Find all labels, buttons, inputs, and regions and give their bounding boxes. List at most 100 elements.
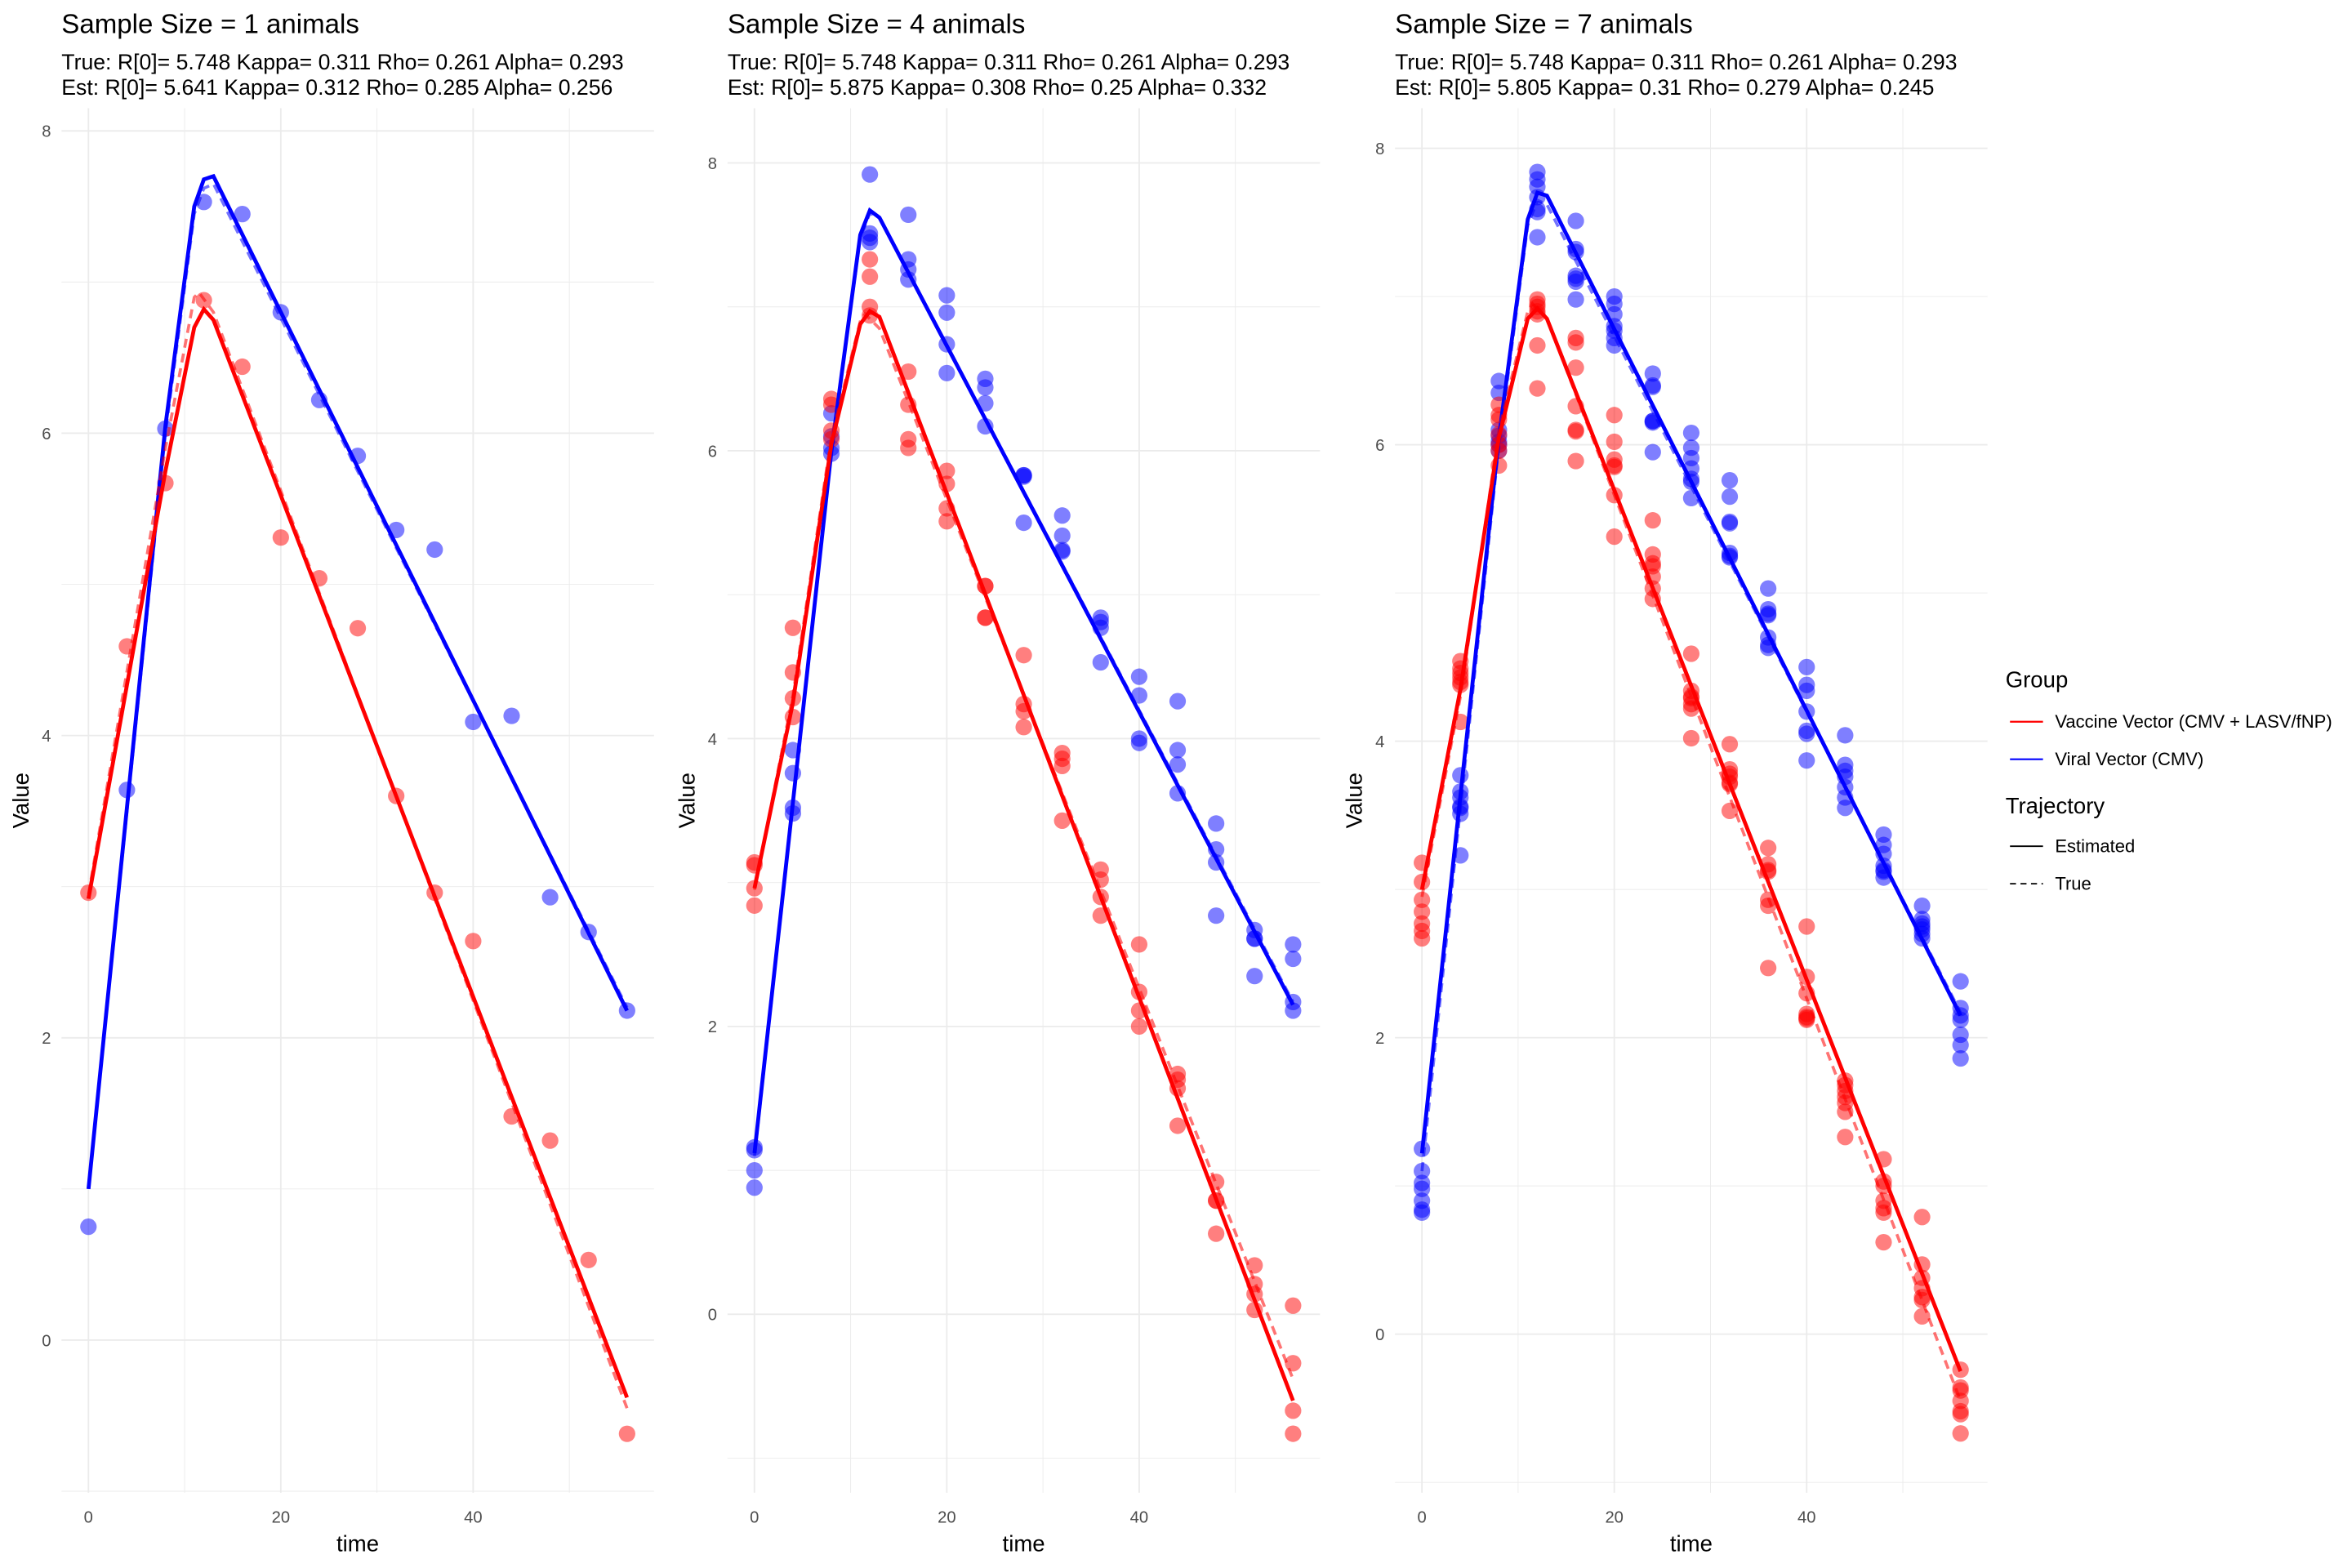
- data-point: [1414, 1204, 1431, 1221]
- data-point: [746, 1162, 763, 1179]
- true-trajectory-line: [753, 211, 1294, 1156]
- x-axis-label: time: [1670, 1530, 1713, 1556]
- data-point: [1130, 936, 1148, 953]
- x-tick-label: 0: [84, 1509, 93, 1527]
- data-point: [1285, 936, 1302, 953]
- legend-item-vaccine: Vaccine Vector (CMV + LASV/fNP): [2055, 711, 2332, 732]
- data-point: [1760, 607, 1777, 624]
- data-point: [1952, 1392, 1969, 1410]
- data-point: [1913, 1307, 1931, 1325]
- data-point: [1606, 528, 1623, 546]
- x-axis-label: time: [336, 1530, 379, 1556]
- data-point: [1837, 800, 1854, 817]
- data-point: [1798, 918, 1815, 935]
- panel-subtitle-est: Est: R[0]= 5.641 Kappa= 0.312 Rho= 0.285…: [61, 75, 612, 100]
- y-axis-label: Value: [1342, 773, 1367, 828]
- data-point: [1760, 580, 1777, 597]
- x-tick-label: 40: [1130, 1509, 1148, 1527]
- data-point: [1760, 840, 1777, 857]
- data-point: [234, 358, 251, 376]
- data-point: [465, 933, 482, 950]
- data-point: [1246, 1257, 1263, 1274]
- data-point: [80, 1218, 97, 1236]
- data-point: [938, 462, 956, 479]
- data-point: [862, 251, 879, 268]
- data-point: [1169, 1117, 1187, 1134]
- estimated-trajectory-line: [1419, 189, 1962, 1154]
- data-point: [1644, 512, 1661, 529]
- y-tick-label: 8: [708, 155, 717, 173]
- estimated-trajectory-line: [1419, 305, 1962, 1372]
- data-point: [1606, 433, 1623, 451]
- panel-subtitle-true: True: R[0]= 5.748 Kappa= 0.311 Rho= 0.26…: [61, 50, 623, 74]
- data-point: [1721, 802, 1739, 820]
- data-point: [746, 897, 763, 914]
- legend-item-true: True: [2055, 873, 2091, 893]
- data-point: [1913, 1209, 1931, 1226]
- y-tick-label: 6: [42, 425, 51, 443]
- x-axis-label: time: [1003, 1530, 1045, 1556]
- data-point: [1054, 527, 1071, 545]
- data-point: [1760, 960, 1777, 977]
- data-point: [1567, 273, 1584, 291]
- data-point: [1208, 815, 1225, 832]
- data-point: [1837, 727, 1854, 744]
- data-point: [1092, 653, 1109, 671]
- data-point: [1054, 812, 1071, 829]
- y-axis-label: Value: [674, 773, 699, 828]
- data-point: [1644, 378, 1661, 395]
- data-point: [1246, 968, 1263, 985]
- data-point: [618, 1425, 635, 1442]
- y-tick-label: 4: [42, 728, 51, 746]
- data-point: [1913, 1291, 1931, 1308]
- data-point: [1952, 1425, 1969, 1442]
- data-point: [503, 707, 520, 724]
- data-point: [1285, 1297, 1302, 1314]
- x-tick-label: 20: [1605, 1509, 1623, 1527]
- data-point: [1952, 973, 1969, 990]
- legend-trajectory-title: Trajectory: [2006, 793, 2105, 818]
- data-point: [1567, 212, 1584, 229]
- panel-1: 0 20 40 0 2 4 6 8 Sample Size = 1 animals True: R…: [8, 10, 654, 1556]
- data-point: [862, 234, 879, 251]
- panel-subtitle-est: Est: R[0]= 5.805 Kappa= 0.31 Rho= 0.279 …: [1395, 75, 1934, 100]
- data-point: [1875, 1234, 1892, 1251]
- y-tick-label: 0: [708, 1307, 717, 1325]
- y-tick-label: 4: [1375, 733, 1384, 751]
- data-point: [938, 513, 956, 530]
- panel-title: Sample Size = 4 animals: [728, 10, 1026, 40]
- y-tick-label: 2: [42, 1030, 51, 1048]
- data-point: [1169, 756, 1187, 773]
- data-point: [1567, 291, 1584, 308]
- data-point: [1952, 1011, 1969, 1028]
- data-point: [1130, 668, 1148, 685]
- data-point: [1285, 950, 1302, 968]
- data-point: [1169, 693, 1187, 710]
- legend-item-estimated: Estimated: [2055, 836, 2135, 857]
- data-point: [1414, 1180, 1431, 1197]
- data-point: [1606, 458, 1623, 475]
- data-point: [1529, 229, 1546, 246]
- data-point: [349, 620, 367, 637]
- x-tick-label: 0: [1418, 1509, 1427, 1527]
- data-point: [862, 268, 879, 285]
- data-point: [1721, 514, 1739, 532]
- data-point: [272, 529, 289, 546]
- data-point: [234, 206, 251, 223]
- data-point: [1054, 757, 1071, 775]
- y-tick-label: 6: [1375, 437, 1384, 455]
- data-point: [1567, 359, 1584, 376]
- x-tick-label: 40: [464, 1509, 482, 1527]
- panel-2: 0 20 40 0 2 4 6 8 Sample Size = 4 animals True: R…: [674, 10, 1321, 1556]
- x-tick-label: 20: [938, 1509, 956, 1527]
- y-tick-label: 8: [42, 123, 51, 141]
- data-point: [1130, 734, 1148, 751]
- data-point: [1054, 507, 1071, 524]
- data-point: [1606, 407, 1623, 424]
- data-point: [1798, 725, 1815, 742]
- data-point: [1644, 414, 1661, 431]
- data-point: [1567, 423, 1584, 440]
- data-point: [1798, 658, 1815, 675]
- x-tick-label: 0: [750, 1509, 759, 1527]
- panel-3: 0 20 40 0 2 4 6 8 Sample Size = 7 animals True: R…: [1342, 10, 1988, 1556]
